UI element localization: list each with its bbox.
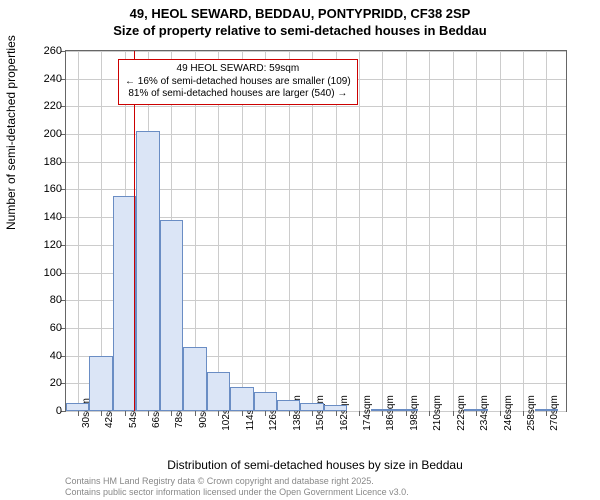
xtick-mark: [406, 411, 407, 416]
histogram-bar: [89, 356, 112, 411]
ytick-label: 80: [50, 294, 62, 306]
ytick-label: 240: [44, 73, 62, 85]
ytick-label: 180: [44, 156, 62, 168]
xtick-label: 162sqm: [339, 395, 350, 431]
xtick-mark: [171, 411, 172, 416]
xtick-mark: [312, 411, 313, 416]
ytick-label: 0: [56, 405, 62, 417]
histogram-bar: [254, 392, 277, 411]
histogram-bar: [160, 220, 183, 411]
gridline-v: [336, 51, 337, 411]
footer-line1: Contains HM Land Registry data © Crown c…: [65, 476, 409, 487]
gridline-h: [66, 106, 566, 107]
histogram-bar: [66, 403, 89, 411]
xtick-mark: [78, 411, 79, 416]
ytick-label: 140: [44, 211, 62, 223]
xtick-label: 246sqm: [503, 395, 514, 431]
histogram-bar: [183, 347, 206, 411]
xtick-label: 270sqm: [549, 395, 560, 431]
xtick-mark: [289, 411, 290, 416]
histogram-bar: [277, 400, 300, 411]
xtick-label: 174sqm: [362, 395, 373, 431]
histogram-bar: [535, 409, 558, 411]
xtick-mark: [336, 411, 337, 416]
xtick-mark: [500, 411, 501, 416]
xtick-label: 150sqm: [315, 395, 326, 431]
reference-line: [134, 51, 135, 411]
histogram-bar: [136, 131, 159, 411]
annotation-line1: 49 HEOL SEWARD: 59sqm: [125, 63, 351, 76]
xtick-mark: [453, 411, 454, 416]
xtick-mark: [476, 411, 477, 416]
histogram-bar: [394, 409, 417, 411]
ytick-label: 40: [50, 350, 62, 362]
footer-line2: Contains public sector information licen…: [65, 487, 409, 498]
gridline-v: [359, 51, 360, 411]
gridline-h: [66, 51, 566, 52]
gridline-v: [289, 51, 290, 411]
ytick-label: 160: [44, 183, 62, 195]
plot-area: 02040608010012014016018020022024026030sq…: [65, 50, 567, 412]
chart-title-line1: 49, HEOL SEWARD, BEDDAU, PONTYPRIDD, CF3…: [0, 0, 600, 23]
xtick-label: 258sqm: [526, 395, 537, 431]
histogram-bar: [300, 403, 323, 411]
y-axis-label: Number of semi-detached properties: [4, 35, 18, 230]
xtick-label: 186sqm: [385, 395, 396, 431]
xtick-mark: [382, 411, 383, 416]
histogram-bar: [230, 387, 253, 411]
histogram-bar: [371, 409, 394, 411]
gridline-v: [406, 51, 407, 411]
gridline-v: [382, 51, 383, 411]
ytick-label: 60: [50, 322, 62, 334]
xtick-mark: [429, 411, 430, 416]
xtick-label: 234sqm: [479, 395, 490, 431]
gridline-v: [476, 51, 477, 411]
x-axis-label: Distribution of semi-detached houses by …: [65, 458, 565, 472]
xtick-mark: [265, 411, 266, 416]
ytick-label: 260: [44, 45, 62, 57]
xtick-label: 222sqm: [456, 395, 467, 431]
xtick-label: 210sqm: [432, 395, 443, 431]
ytick-label: 100: [44, 267, 62, 279]
gridline-v: [265, 51, 266, 411]
xtick-mark: [218, 411, 219, 416]
xtick-label: 198sqm: [409, 395, 420, 431]
xtick-mark: [148, 411, 149, 416]
xtick-mark: [125, 411, 126, 416]
gridline-v: [546, 51, 547, 411]
ytick-label: 220: [44, 100, 62, 112]
ytick-label: 120: [44, 239, 62, 251]
histogram-bar: [324, 405, 347, 411]
chart-title-line2: Size of property relative to semi-detach…: [0, 23, 600, 38]
xtick-mark: [242, 411, 243, 416]
gridline-v: [429, 51, 430, 411]
gridline-v: [242, 51, 243, 411]
gridline-v: [78, 51, 79, 411]
xtick-mark: [101, 411, 102, 416]
gridline-v: [312, 51, 313, 411]
annotation-line3: 81% of semi-detached houses are larger (…: [125, 88, 351, 101]
annotation-line2: ← 16% of semi-detached houses are smalle…: [125, 76, 351, 89]
chart-container: 49, HEOL SEWARD, BEDDAU, PONTYPRIDD, CF3…: [0, 0, 600, 500]
ytick-label: 20: [50, 377, 62, 389]
ytick-label: 200: [44, 128, 62, 140]
xtick-mark: [546, 411, 547, 416]
xtick-mark: [523, 411, 524, 416]
gridline-v: [523, 51, 524, 411]
histogram-bar: [207, 372, 230, 411]
annotation-box: 49 HEOL SEWARD: 59sqm ← 16% of semi-deta…: [118, 59, 358, 105]
gridline-v: [453, 51, 454, 411]
xtick-mark: [359, 411, 360, 416]
gridline-v: [500, 51, 501, 411]
footer-attribution: Contains HM Land Registry data © Crown c…: [65, 476, 409, 498]
histogram-bar: [113, 196, 136, 411]
gridline-v: [218, 51, 219, 411]
histogram-bar: [464, 409, 487, 411]
xtick-mark: [195, 411, 196, 416]
